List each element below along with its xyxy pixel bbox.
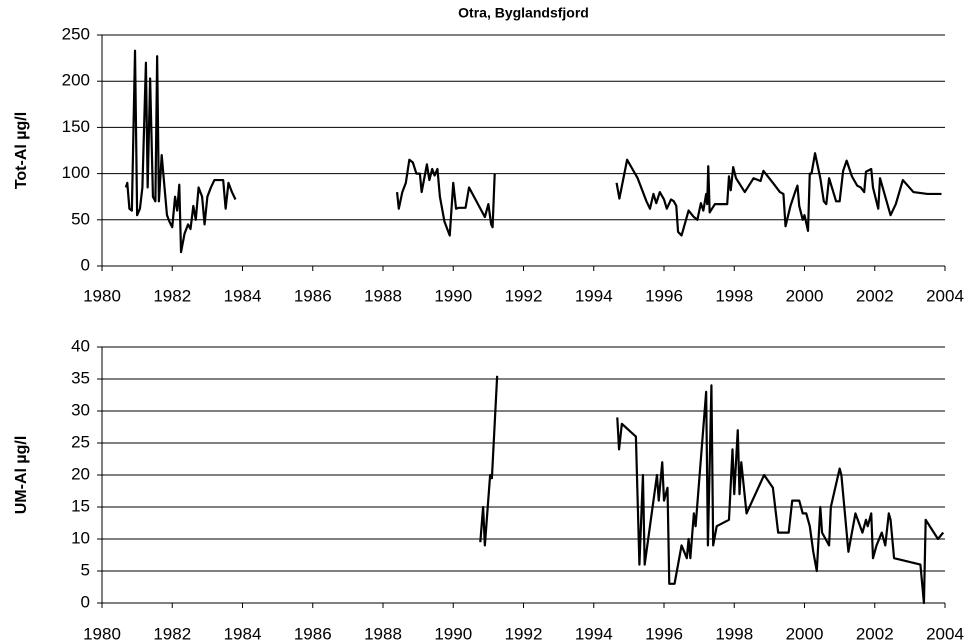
x-tick-label: 1988 [364,286,402,305]
x-tick-label: 1990 [434,624,472,642]
x-tick-label: 1986 [294,286,332,305]
x-tick-label: 1984 [224,286,262,305]
x-tick-label: 1988 [364,624,402,642]
x-tick-label: 1996 [645,286,683,305]
x-tick-label: 1994 [575,286,613,305]
y-tick-label: 5 [81,560,90,579]
y-axis-title: Tot-Al µg/l [13,112,30,189]
y-tick-label: 100 [62,163,90,182]
x-tick-label: 2000 [786,624,824,642]
x-tick-label: 1992 [505,286,543,305]
y-tick-label: 10 [71,528,90,547]
y-tick-label: 200 [62,71,90,90]
data-line [479,375,945,605]
x-tick-label: 1998 [715,624,753,642]
y-tick-label: 15 [71,496,90,515]
x-tick-label: 1986 [294,624,332,642]
y-tick-label: 40 [71,336,90,355]
x-tick-label: 1984 [224,624,262,642]
y-tick-label: 25 [71,432,90,451]
y-tick-label: 250 [62,24,90,43]
x-tick-label: 2004 [926,286,964,305]
x-tick-label: 1998 [715,286,753,305]
y-tick-label: 150 [62,117,90,136]
x-tick-label: 1982 [153,624,191,642]
x-tick-label: 1996 [645,624,683,642]
y-tick-label: 35 [71,368,90,387]
x-tick-label: 2002 [856,624,894,642]
x-tick-label: 1980 [83,624,121,642]
x-tick-label: 1990 [434,286,472,305]
y-tick-label: 50 [71,209,90,228]
y-tick-label: 0 [81,255,90,274]
y-tick-label: 0 [81,592,90,611]
x-tick-label: 2002 [856,286,894,305]
chart-title: Otra, Byglandsfjord [458,5,589,21]
x-tick-label: 2000 [786,286,824,305]
x-tick-label: 1980 [83,286,121,305]
y-tick-label: 30 [71,400,90,419]
y-tick-label: 20 [71,464,90,483]
x-tick-label: 1982 [153,286,191,305]
data-line [124,49,942,254]
x-tick-label: 1992 [505,624,543,642]
y-axis-title: UM-Al µg/l [13,436,30,515]
x-tick-label: 2004 [926,624,964,642]
x-tick-label: 1994 [575,624,613,642]
